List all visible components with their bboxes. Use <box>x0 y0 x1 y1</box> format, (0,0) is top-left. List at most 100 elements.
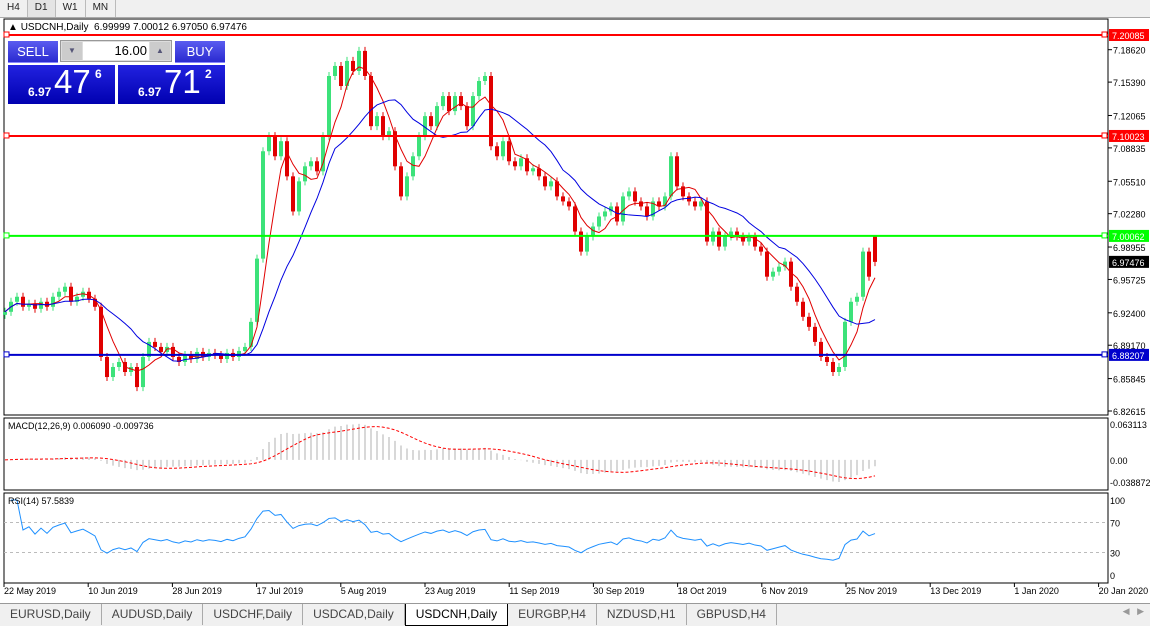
y-tick-label: 7.18620 <box>1113 46 1146 56</box>
candle-body <box>675 156 679 187</box>
tab-usdcnh[interactable]: USDCNH,Daily <box>404 604 509 626</box>
candle-body <box>537 168 541 177</box>
tab-gbpusd[interactable]: GBPUSD,H4 <box>687 604 777 625</box>
candle-body <box>705 201 709 242</box>
candle-body <box>849 301 853 322</box>
candle-body <box>819 341 823 357</box>
candle-body <box>111 366 115 378</box>
x-tick-label: 25 Nov 2019 <box>846 586 897 596</box>
y-tick-label: 7.02280 <box>1113 210 1146 220</box>
candle-body <box>15 296 19 302</box>
candle-body <box>27 303 31 307</box>
timeframe-w1[interactable]: W1 <box>56 0 86 17</box>
timeframe-mn[interactable]: MN <box>86 0 117 17</box>
candle-body <box>861 251 865 297</box>
tab-nzdusd[interactable]: NZDUSD,H1 <box>597 604 687 625</box>
candle-body <box>93 298 97 307</box>
tab-eurgbp[interactable]: EURGBP,H4 <box>508 604 597 625</box>
lot-size-input[interactable]: 16.00 <box>83 42 149 60</box>
current-price-label: 6.97476 <box>1112 258 1145 268</box>
candle-body <box>291 176 295 212</box>
candle-body <box>189 354 193 359</box>
x-tick-label: 28 Jun 2019 <box>172 586 222 596</box>
ma-fast-line <box>4 66 876 372</box>
buy-price[interactable]: 6.97 71 2 <box>118 63 225 104</box>
y-tick-label: 6.92400 <box>1113 309 1146 319</box>
buy-button[interactable]: BUY <box>175 41 225 63</box>
x-tick-label: 22 May 2019 <box>4 586 56 596</box>
rsi-tick-label: 70 <box>1110 519 1120 529</box>
sell-price-pip: 6 <box>95 67 102 81</box>
candle-body <box>453 96 457 112</box>
candle-body <box>225 352 229 359</box>
candle-body <box>285 141 289 177</box>
chart-header: ▲ USDCNH,Daily 6.99999 7.00012 6.97050 6… <box>8 22 247 33</box>
rsi-tick-label: 100 <box>1110 496 1125 506</box>
level-handle <box>1101 232 1108 239</box>
candle-body <box>477 81 481 97</box>
rsi-label: RSI(14) 57.5839 <box>8 496 75 506</box>
candle-body <box>765 251 769 277</box>
candle-body <box>411 156 415 177</box>
tab-usdchf[interactable]: USDCHF,Daily <box>203 604 304 625</box>
candle-body <box>69 286 73 302</box>
candle-body <box>369 75 373 127</box>
candle-body <box>525 158 529 172</box>
candle-body <box>387 131 391 137</box>
sell-button[interactable]: SELL <box>8 41 58 63</box>
sell-price[interactable]: 6.97 47 6 <box>8 63 115 104</box>
level-handle <box>3 351 10 358</box>
sell-price-big: 47 <box>54 63 91 100</box>
candle-body <box>621 196 625 222</box>
level-price-tag <box>1109 348 1149 361</box>
timeframe-h4[interactable]: H4 <box>0 0 28 17</box>
level-handle <box>1101 132 1108 139</box>
candle-body <box>573 206 577 232</box>
candle-body <box>21 296 25 307</box>
candle-body <box>825 356 829 362</box>
rsi-line <box>11 499 876 561</box>
candle-body <box>759 246 763 252</box>
candle-body <box>321 136 325 172</box>
y-tick-label: 7.15390 <box>1113 78 1146 88</box>
candle-body <box>183 354 187 362</box>
macd-label: MACD(12,26,9) 0.006090 -0.009736 <box>8 421 154 431</box>
lot-size-stepper[interactable]: ▼ 16.00 ▲ <box>60 40 172 62</box>
candle-body <box>39 301 43 309</box>
candle-body <box>801 301 805 317</box>
tab-audusd[interactable]: AUDUSD,Daily <box>102 604 204 625</box>
level-handle <box>1101 351 1108 358</box>
tab-usdcad[interactable]: USDCAD,Daily <box>303 604 405 625</box>
candle-body <box>813 326 817 342</box>
candle-body <box>75 296 79 302</box>
candle-body <box>141 356 145 388</box>
candle-body <box>843 321 847 367</box>
candle-body <box>609 206 613 212</box>
decrease-lot-icon[interactable]: ▼ <box>62 42 82 60</box>
increase-lot-icon[interactable]: ▲ <box>150 42 170 60</box>
candle-body <box>753 236 757 247</box>
candle-body <box>855 296 859 302</box>
candle-body <box>699 201 703 207</box>
y-tick-label: 7.12065 <box>1113 111 1146 121</box>
candle-body <box>519 158 523 167</box>
buy-price-big: 71 <box>164 63 201 100</box>
y-tick-label: 7.08835 <box>1113 144 1146 154</box>
ohlc-readout: 6.99999 7.00012 6.97050 6.97476 <box>94 22 247 33</box>
price-chart[interactable]: 7.18620 7.15390 7.12065 7.08835 7.05510 7.022… <box>0 0 1150 603</box>
candle-body <box>663 196 667 207</box>
current-price-tag <box>1109 255 1149 268</box>
rsi-pane-frame <box>3 492 1109 584</box>
x-tick-label: 1 Jan 2020 <box>1014 586 1059 596</box>
candle-body <box>507 141 511 162</box>
macd-signal-line <box>4 426 876 480</box>
timeframe-d1[interactable]: D1 <box>27 0 56 17</box>
candle-body <box>261 151 265 259</box>
candle-body <box>273 136 277 157</box>
candle-body <box>135 366 139 388</box>
tab-scroll-arrows[interactable]: ◀ ▶ <box>1122 606 1144 616</box>
tab-eurusd[interactable]: EURUSD,Daily <box>0 604 102 625</box>
candle-body <box>303 166 307 182</box>
candle-body <box>513 161 517 167</box>
candle-body <box>243 346 247 351</box>
